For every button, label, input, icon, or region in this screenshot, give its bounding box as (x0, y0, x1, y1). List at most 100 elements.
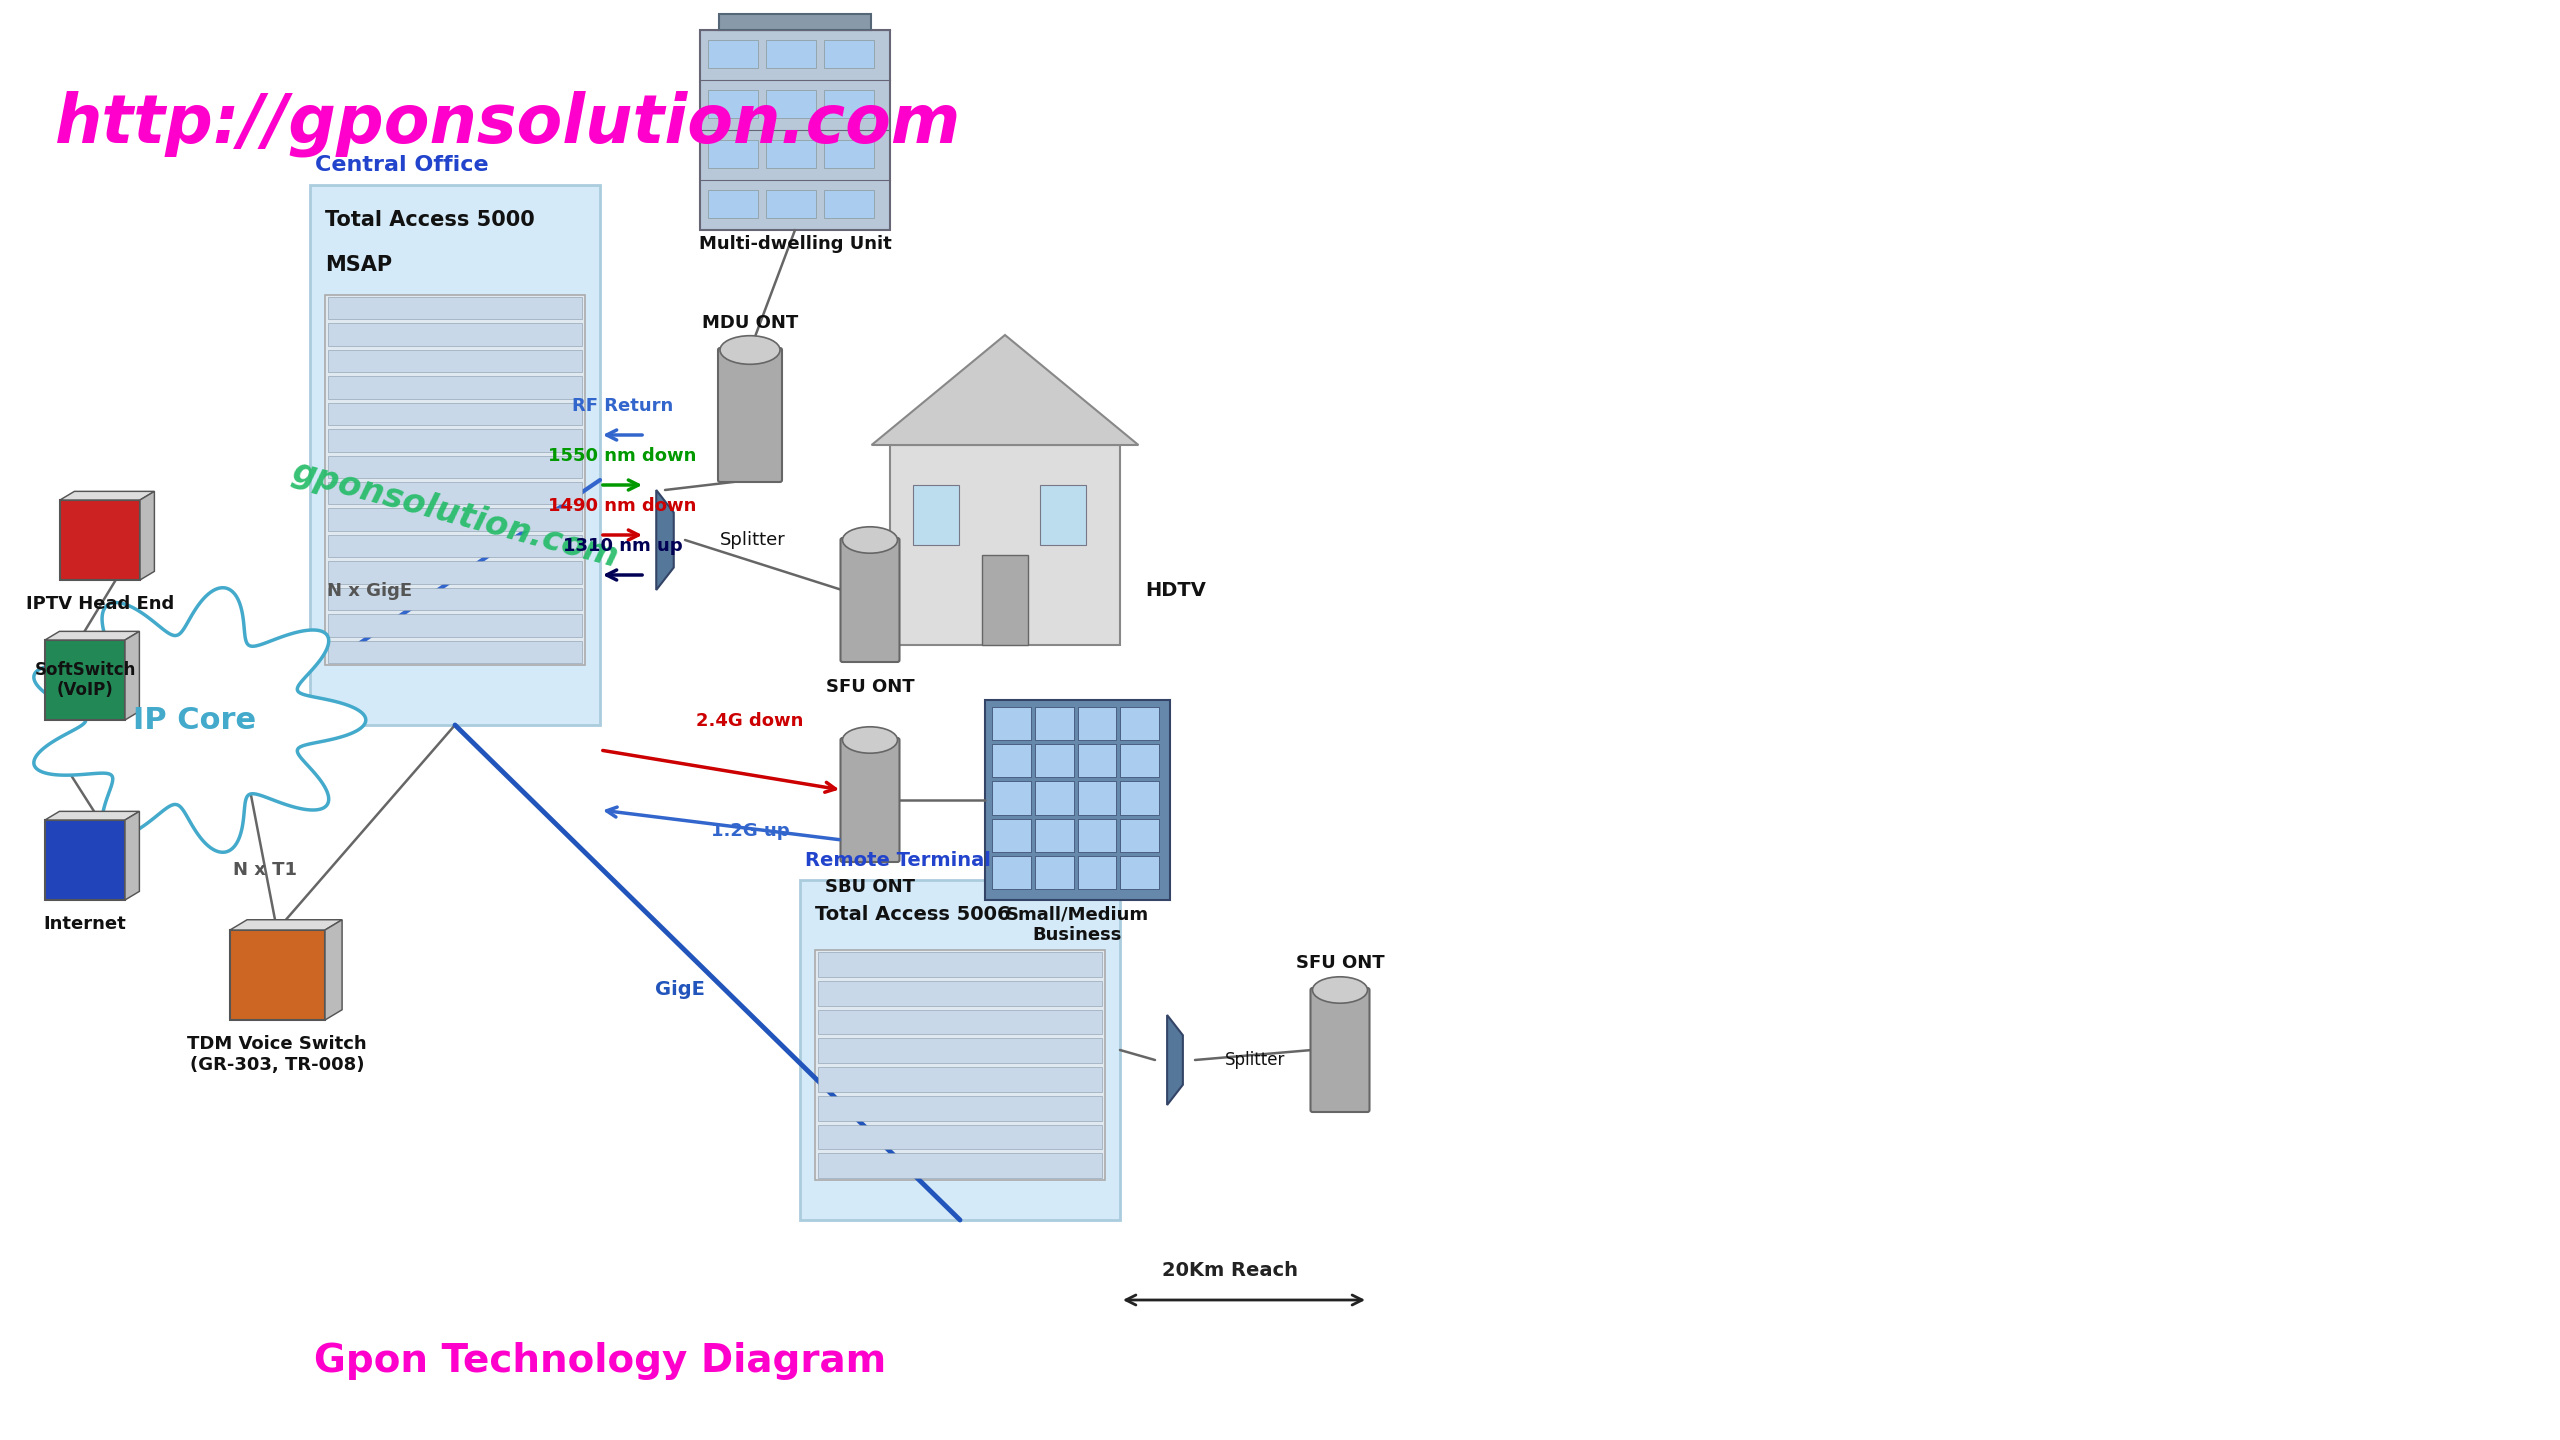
FancyBboxPatch shape (328, 376, 581, 399)
Ellipse shape (842, 527, 899, 553)
FancyBboxPatch shape (824, 140, 873, 167)
Text: SFU ONT: SFU ONT (827, 678, 914, 696)
FancyBboxPatch shape (824, 40, 873, 68)
Text: SoftSwitch
(VoIP): SoftSwitch (VoIP) (33, 661, 136, 700)
Text: 1490 nm down: 1490 nm down (548, 497, 696, 516)
Text: Splitter: Splitter (719, 531, 786, 549)
FancyBboxPatch shape (709, 190, 758, 217)
Text: N x GigE: N x GigE (328, 582, 412, 600)
Text: Total Access 5000: Total Access 5000 (325, 210, 535, 230)
FancyBboxPatch shape (46, 819, 125, 900)
Text: 1310 nm up: 1310 nm up (563, 537, 684, 554)
Text: SBU ONT: SBU ONT (824, 878, 914, 896)
FancyBboxPatch shape (986, 700, 1170, 900)
FancyBboxPatch shape (765, 91, 817, 118)
FancyBboxPatch shape (328, 403, 581, 425)
FancyBboxPatch shape (765, 190, 817, 217)
FancyBboxPatch shape (993, 744, 1032, 778)
Polygon shape (125, 631, 138, 720)
Polygon shape (655, 490, 673, 590)
Text: 20Km Reach: 20Km Reach (1162, 1261, 1298, 1280)
FancyBboxPatch shape (983, 554, 1029, 645)
FancyBboxPatch shape (840, 739, 899, 863)
Text: 1550 nm down: 1550 nm down (548, 446, 696, 465)
FancyBboxPatch shape (328, 562, 581, 583)
FancyBboxPatch shape (840, 539, 899, 662)
FancyBboxPatch shape (328, 482, 581, 504)
Text: HDTV: HDTV (1144, 580, 1206, 599)
FancyBboxPatch shape (328, 613, 581, 636)
Ellipse shape (719, 336, 781, 364)
Text: Remote Terminal: Remote Terminal (804, 851, 991, 870)
FancyBboxPatch shape (230, 930, 325, 1020)
Text: Splitter: Splitter (1226, 1051, 1285, 1068)
Text: Total Access 5006: Total Access 5006 (814, 904, 1011, 924)
FancyBboxPatch shape (328, 588, 581, 611)
Text: Gpon Technology Diagram: Gpon Technology Diagram (315, 1342, 886, 1380)
FancyBboxPatch shape (1034, 782, 1073, 815)
FancyBboxPatch shape (709, 140, 758, 167)
FancyBboxPatch shape (1121, 744, 1160, 778)
FancyBboxPatch shape (1078, 855, 1116, 888)
Text: IP Core: IP Core (133, 706, 256, 734)
Text: N x T1: N x T1 (233, 861, 297, 878)
FancyBboxPatch shape (328, 297, 581, 320)
Polygon shape (125, 811, 138, 900)
Ellipse shape (1313, 976, 1367, 1004)
FancyBboxPatch shape (699, 30, 891, 230)
Text: 1.2G up: 1.2G up (712, 822, 788, 840)
Polygon shape (46, 631, 138, 639)
FancyBboxPatch shape (328, 508, 581, 531)
FancyBboxPatch shape (799, 880, 1121, 1220)
FancyBboxPatch shape (819, 1009, 1101, 1034)
Text: gponsolution.com: gponsolution.com (289, 455, 622, 575)
Text: TDM Voice Switch
(GR-303, TR-008): TDM Voice Switch (GR-303, TR-008) (187, 1035, 366, 1074)
FancyBboxPatch shape (709, 40, 758, 68)
FancyBboxPatch shape (1078, 744, 1116, 778)
FancyBboxPatch shape (328, 641, 581, 662)
Polygon shape (141, 491, 154, 580)
FancyBboxPatch shape (328, 429, 581, 452)
FancyBboxPatch shape (1034, 818, 1073, 852)
FancyBboxPatch shape (46, 639, 125, 720)
Text: MDU ONT: MDU ONT (701, 314, 799, 333)
FancyBboxPatch shape (819, 952, 1101, 976)
FancyBboxPatch shape (993, 707, 1032, 740)
FancyBboxPatch shape (993, 782, 1032, 815)
Polygon shape (870, 336, 1139, 445)
Polygon shape (33, 588, 366, 852)
FancyBboxPatch shape (993, 855, 1032, 888)
FancyBboxPatch shape (328, 350, 581, 373)
FancyBboxPatch shape (59, 500, 141, 580)
FancyBboxPatch shape (819, 1153, 1101, 1178)
Polygon shape (230, 920, 343, 930)
Text: MSAP: MSAP (325, 255, 392, 275)
Text: Multi-dwelling Unit: Multi-dwelling Unit (699, 235, 891, 253)
Polygon shape (46, 811, 138, 819)
Text: Central Office: Central Office (315, 156, 489, 176)
FancyBboxPatch shape (765, 40, 817, 68)
FancyBboxPatch shape (328, 324, 581, 346)
FancyBboxPatch shape (1034, 744, 1073, 778)
Text: SFU ONT: SFU ONT (1295, 955, 1385, 972)
FancyBboxPatch shape (819, 1096, 1101, 1120)
Text: RF Return: RF Return (571, 397, 673, 415)
FancyBboxPatch shape (814, 950, 1106, 1179)
FancyBboxPatch shape (819, 1067, 1101, 1092)
FancyBboxPatch shape (1034, 707, 1073, 740)
FancyBboxPatch shape (824, 91, 873, 118)
FancyBboxPatch shape (1121, 855, 1160, 888)
Text: Small/Medium
Business: Small/Medium Business (1006, 904, 1149, 943)
Text: IPTV Head End: IPTV Head End (26, 595, 174, 613)
FancyBboxPatch shape (1039, 485, 1085, 544)
FancyBboxPatch shape (1078, 782, 1116, 815)
Polygon shape (59, 491, 154, 500)
FancyBboxPatch shape (765, 140, 817, 167)
Ellipse shape (842, 727, 899, 753)
FancyBboxPatch shape (709, 91, 758, 118)
Text: GigE: GigE (655, 981, 704, 999)
FancyBboxPatch shape (993, 818, 1032, 852)
FancyBboxPatch shape (1121, 707, 1160, 740)
FancyBboxPatch shape (717, 348, 781, 482)
FancyBboxPatch shape (1121, 818, 1160, 852)
